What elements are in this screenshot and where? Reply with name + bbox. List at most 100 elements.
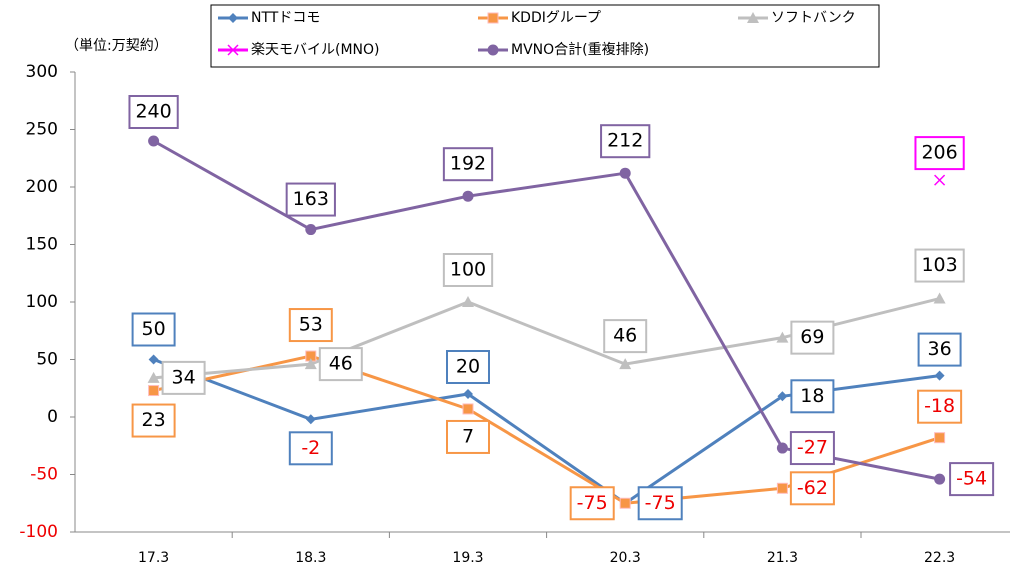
series-line bbox=[152, 139, 940, 481]
marker bbox=[462, 403, 474, 415]
y-tick-label: 150 bbox=[26, 235, 58, 255]
legend-label: 楽天モバイル(MNO) bbox=[251, 42, 380, 58]
data-label-box bbox=[949, 462, 995, 497]
data-label-box bbox=[161, 360, 206, 395]
data-label: 53 bbox=[299, 314, 323, 336]
y-tick-label: 300 bbox=[26, 62, 58, 82]
data-label-box bbox=[790, 320, 835, 355]
data-label: -75 bbox=[577, 492, 608, 514]
data-label-box bbox=[446, 350, 490, 384]
marker bbox=[228, 13, 238, 23]
data-label: 69 bbox=[800, 326, 824, 348]
data-label-box bbox=[285, 182, 336, 217]
data-label: 192 bbox=[450, 153, 486, 175]
marker bbox=[776, 442, 788, 454]
y-tick-label: -50 bbox=[30, 465, 58, 485]
data-label: 7 bbox=[462, 425, 474, 447]
marker bbox=[147, 371, 160, 383]
data-label-box bbox=[288, 431, 333, 466]
marker bbox=[934, 370, 945, 381]
data-label-box bbox=[637, 486, 683, 521]
data-label: 34 bbox=[172, 366, 196, 388]
data-label-box bbox=[789, 431, 835, 466]
legend-label: NTTドコモ bbox=[251, 10, 320, 26]
x-tick-label: 17.3 bbox=[138, 550, 169, 566]
data-label-box bbox=[446, 419, 490, 454]
legend-label: ソフトバンク bbox=[771, 10, 856, 26]
data-label-box bbox=[318, 347, 363, 382]
y-tick-label: 50 bbox=[36, 350, 58, 370]
data-label: -18 bbox=[924, 395, 955, 417]
data-label: 36 bbox=[928, 338, 952, 360]
marker bbox=[619, 167, 631, 179]
marker bbox=[934, 473, 946, 485]
x-tick-label: 18.3 bbox=[295, 550, 326, 566]
marker bbox=[619, 497, 631, 509]
data-label-box bbox=[914, 136, 965, 171]
data-label-box bbox=[569, 486, 615, 521]
marker bbox=[148, 135, 160, 147]
data-label: 103 bbox=[921, 254, 957, 276]
data-label: -75 bbox=[645, 492, 676, 514]
data-label-box bbox=[288, 308, 333, 343]
data-label: 23 bbox=[142, 409, 166, 431]
y-tick-label: 0 bbox=[47, 407, 58, 427]
y-tick-label: 100 bbox=[26, 292, 58, 312]
data-label-box bbox=[917, 389, 963, 424]
x-tick-label: 20.3 bbox=[610, 550, 641, 566]
marker bbox=[747, 12, 759, 23]
data-label-box bbox=[442, 147, 494, 182]
marker bbox=[305, 414, 316, 425]
marker bbox=[304, 358, 317, 370]
data-label: 18 bbox=[800, 385, 824, 407]
data-label-box bbox=[600, 124, 651, 159]
data-label: -2 bbox=[301, 437, 320, 459]
data-label: -54 bbox=[956, 468, 987, 490]
marker bbox=[933, 292, 946, 304]
data-label: 212 bbox=[607, 130, 643, 152]
marker bbox=[305, 224, 317, 236]
y-tick-label: -100 bbox=[19, 522, 58, 542]
data-label-box bbox=[131, 403, 176, 438]
data-label-box bbox=[790, 379, 835, 414]
marker bbox=[934, 174, 946, 186]
data-label: 46 bbox=[329, 353, 353, 375]
data-label-box bbox=[603, 319, 648, 354]
unit-label: （単位:万契約） bbox=[65, 38, 168, 54]
marker bbox=[227, 44, 239, 56]
data-label: 50 bbox=[142, 318, 166, 340]
marker bbox=[148, 385, 160, 397]
data-label-box bbox=[789, 471, 835, 506]
marker bbox=[619, 358, 632, 370]
y-tick-label: 250 bbox=[26, 120, 58, 140]
x-tick-label: 19.3 bbox=[452, 550, 483, 566]
marker bbox=[487, 12, 499, 24]
data-label: 20 bbox=[456, 356, 480, 378]
marker bbox=[777, 391, 788, 402]
data-label-box bbox=[128, 95, 179, 129]
legend-label: KDDIグループ bbox=[511, 10, 601, 26]
x-tick-label: 21.3 bbox=[767, 550, 798, 566]
marker bbox=[776, 482, 788, 494]
legend-label: MVNO合計(重複排除) bbox=[511, 41, 649, 58]
data-label: 46 bbox=[613, 325, 637, 347]
marker bbox=[776, 331, 789, 343]
marker bbox=[462, 190, 474, 202]
marker bbox=[487, 44, 499, 56]
marker bbox=[462, 296, 474, 307]
y-tick-label: 200 bbox=[26, 177, 58, 197]
marker bbox=[148, 354, 159, 365]
data-label: -62 bbox=[797, 477, 828, 499]
data-label-box bbox=[131, 312, 176, 347]
data-label-box bbox=[917, 332, 962, 367]
marker bbox=[463, 389, 473, 399]
legend-box bbox=[210, 4, 880, 68]
data-label-box bbox=[914, 248, 965, 283]
marker bbox=[934, 432, 946, 444]
data-label: 206 bbox=[921, 142, 957, 164]
data-label-box bbox=[442, 253, 494, 287]
data-label: 240 bbox=[135, 101, 171, 123]
x-tick-label: 22.3 bbox=[924, 550, 955, 566]
data-label: -27 bbox=[797, 437, 828, 459]
